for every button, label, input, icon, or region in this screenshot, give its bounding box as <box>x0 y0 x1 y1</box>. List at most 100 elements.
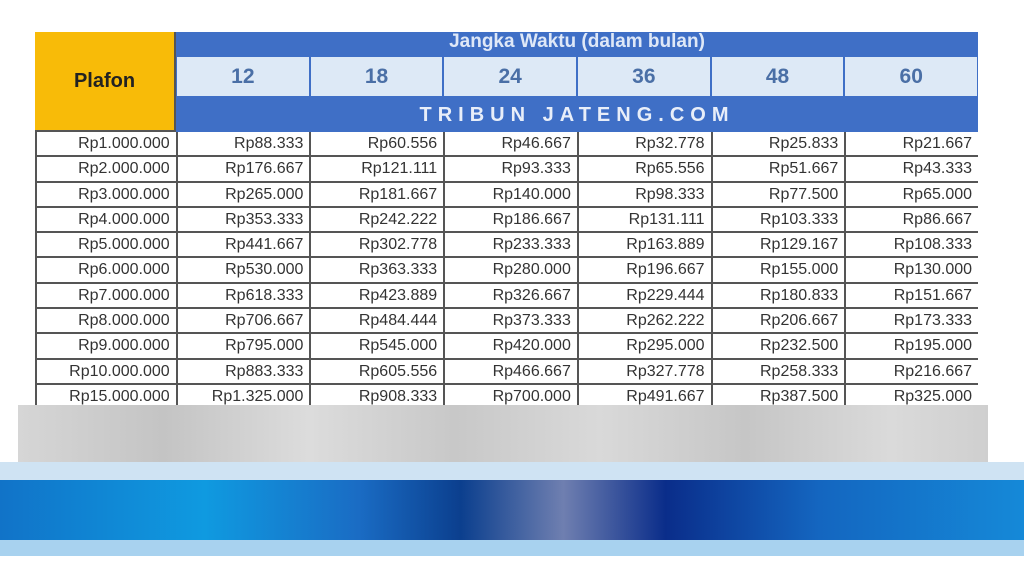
installment-cell: Rp795.000 <box>175 334 310 358</box>
term-header-12: 12 <box>177 57 309 96</box>
installment-cell: Rp233.333 <box>443 233 577 257</box>
plafon-cell: Rp10.000.000 <box>35 359 176 383</box>
installment-cell: Rp302.778 <box>309 233 443 257</box>
installment-cell: Rp242.222 <box>309 207 443 232</box>
installment-cell: Rp265.000 <box>175 182 310 206</box>
table-row: Rp3.000.000 Rp265.000 Rp181.667 Rp140.000 Rp… <box>35 182 978 208</box>
installment-cell: Rp163.889 <box>576 233 711 257</box>
installment-cell: Rp326.667 <box>443 283 577 308</box>
plafon-cell: Rp6.000.000 <box>35 258 176 282</box>
installment-cell: Rp387.500 <box>710 384 845 405</box>
installment-cell: Rp186.667 <box>443 207 577 232</box>
blue-banner-bottom <box>0 540 1024 556</box>
table-row: Rp6.000.000 Rp530.000 Rp363.333 Rp280.000 Rp… <box>35 258 978 284</box>
installment-cell: Rp130.000 <box>844 258 978 282</box>
installment-cell: Rp173.333 <box>844 309 978 333</box>
installment-cell: Rp280.000 <box>443 258 577 282</box>
installment-cell: Rp181.667 <box>309 182 443 206</box>
installment-cell: Rp43.333 <box>844 157 978 181</box>
installment-cell: Rp216.667 <box>844 359 978 383</box>
table-row: Rp9.000.000 Rp795.000 Rp545.000 Rp420.000 Rp… <box>35 334 978 360</box>
term-header-row: 12 18 24 36 48 60 <box>176 55 978 98</box>
installment-cell: Rp25.833 <box>710 132 845 156</box>
installment-cell: Rp883.333 <box>175 359 310 383</box>
installment-cell: Rp229.444 <box>576 283 711 308</box>
plafon-cell: Rp5.000.000 <box>35 233 176 257</box>
installment-cell: Rp195.000 <box>844 334 978 358</box>
term-header-24: 24 <box>444 57 577 96</box>
installment-cell: Rp605.556 <box>309 359 443 383</box>
installment-table: Plafon Jangka Waktu (dalam bulan) 12 18 24… <box>35 32 978 405</box>
installment-cell: Rp441.667 <box>175 233 310 257</box>
installment-cell: Rp121.111 <box>309 157 443 181</box>
installment-cell: Rp21.667 <box>844 132 978 156</box>
installment-cell: Rp706.667 <box>175 309 310 333</box>
installment-cell: Rp262.222 <box>576 309 711 333</box>
table-row: Rp8.000.000 Rp706.667 Rp484.444 Rp373.333 Rp… <box>35 309 978 335</box>
installment-cell: Rp1.325.000 <box>175 384 310 405</box>
table-row: Rp1.000.000 Rp88.333 Rp60.556 Rp46.667 Rp32.… <box>35 132 978 158</box>
installment-cell: Rp93.333 <box>443 157 577 181</box>
installment-cell: Rp108.333 <box>844 233 978 257</box>
plafon-cell: Rp7.000.000 <box>35 283 176 308</box>
installment-cell: Rp103.333 <box>710 207 845 232</box>
pixelated-overlay-light <box>0 462 1024 480</box>
plafon-cell: Rp2.000.000 <box>35 157 176 181</box>
installment-cell: Rp530.000 <box>175 258 310 282</box>
installment-cell: Rp46.667 <box>443 132 577 156</box>
table-row: Rp10.000.000 Rp883.333 Rp605.556 Rp466.667 R… <box>35 359 978 385</box>
table-row: Rp5.000.000 Rp441.667 Rp302.778 Rp233.333 Rp… <box>35 233 978 259</box>
installment-cell: Rp65.556 <box>576 157 711 181</box>
installment-cell: Rp129.167 <box>710 233 845 257</box>
plafon-cell: Rp4.000.000 <box>35 207 176 232</box>
installment-cell: Rp353.333 <box>175 207 310 232</box>
installment-cell: Rp140.000 <box>443 182 577 206</box>
installment-cell: Rp60.556 <box>309 132 443 156</box>
installment-cell: Rp77.500 <box>710 182 845 206</box>
installment-cell: Rp491.667 <box>576 384 711 405</box>
installment-cell: Rp484.444 <box>309 309 443 333</box>
term-group-header: Jangka Waktu (dalam bulan) <box>176 32 978 55</box>
installment-cell: Rp65.000 <box>844 182 978 206</box>
installment-cell: Rp373.333 <box>443 309 577 333</box>
installment-cell: Rp618.333 <box>175 283 310 308</box>
installment-cell: Rp131.111 <box>576 207 711 232</box>
table-row: Rp2.000.000 Rp176.667 Rp121.111 Rp93.333 Rp6… <box>35 157 978 183</box>
installment-cell: Rp423.889 <box>309 283 443 308</box>
installment-cell: Rp206.667 <box>710 309 845 333</box>
blue-banner-pixelated <box>0 480 1024 540</box>
installment-cell: Rp908.333 <box>309 384 443 405</box>
plafon-cell: Rp3.000.000 <box>35 182 176 206</box>
installment-cell: Rp32.778 <box>576 132 711 156</box>
term-header-18: 18 <box>310 57 443 96</box>
installment-cell: Rp88.333 <box>175 132 310 156</box>
plafon-cell: Rp15.000.000 <box>35 384 176 405</box>
installment-cell: Rp258.333 <box>710 359 845 383</box>
installment-cell: Rp232.500 <box>710 334 845 358</box>
table-body: Rp1.000.000 Rp88.333 Rp60.556 Rp46.667 Rp32.… <box>35 132 978 405</box>
installment-cell: Rp151.667 <box>844 283 978 308</box>
installment-cell: Rp155.000 <box>710 258 845 282</box>
term-header-60: 60 <box>845 57 978 96</box>
installment-cell: Rp196.667 <box>576 258 711 282</box>
installment-cell: Rp295.000 <box>576 334 711 358</box>
installment-cell: Rp700.000 <box>443 384 577 405</box>
plafon-cell: Rp9.000.000 <box>35 334 176 358</box>
installment-cell: Rp51.667 <box>710 157 845 181</box>
table-row: Rp15.000.000 Rp1.325.000 Rp908.333 Rp700.00… <box>35 384 978 405</box>
installment-cell: Rp363.333 <box>309 258 443 282</box>
installment-cell: Rp176.667 <box>175 157 310 181</box>
installment-cell: Rp98.333 <box>576 182 711 206</box>
table-row: Rp4.000.000 Rp353.333 Rp242.222 Rp186.667 Rp… <box>35 207 978 234</box>
table-row: Rp7.000.000 Rp618.333 Rp423.889 Rp326.667 Rp… <box>35 283 978 310</box>
installment-cell: Rp466.667 <box>443 359 577 383</box>
pixelated-overlay <box>18 405 988 463</box>
term-header-36: 36 <box>578 57 710 96</box>
installment-cell: Rp180.833 <box>710 283 845 308</box>
plafon-cell: Rp1.000.000 <box>35 132 176 156</box>
term-header-48: 48 <box>711 57 844 96</box>
installment-cell: Rp86.667 <box>844 207 978 232</box>
installment-cell: Rp545.000 <box>309 334 443 358</box>
plafon-cell: Rp8.000.000 <box>35 309 176 333</box>
plafon-header: Plafon <box>35 32 176 132</box>
